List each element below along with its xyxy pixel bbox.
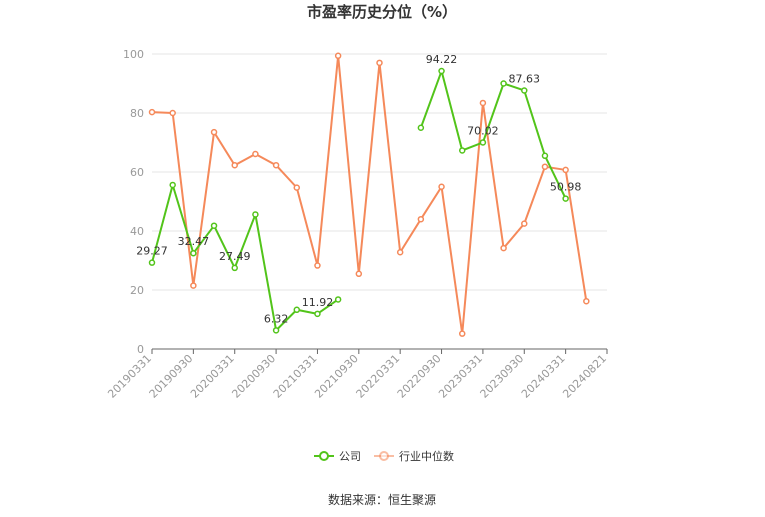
data-point: [314, 262, 321, 269]
data-point: [500, 80, 507, 87]
data-label: 27.49: [219, 250, 251, 263]
data-point: [272, 327, 280, 334]
data-point: [521, 87, 528, 94]
data-label: 70.02: [467, 124, 499, 137]
series-line-company: [151, 70, 567, 332]
y-tick-label: 100: [123, 48, 144, 61]
data-point: [231, 264, 238, 272]
data-point: [334, 296, 342, 303]
data-point: [438, 183, 445, 190]
data-point: [458, 330, 466, 337]
x-tick-label: 20240331: [519, 352, 568, 401]
x-tick-label: 20200930: [229, 352, 278, 401]
chart-title: 市盈率历史分位（%）: [307, 3, 457, 21]
data-point: [458, 147, 466, 154]
data-point: [190, 249, 197, 257]
data-point: [376, 59, 383, 67]
data-label: 94.22: [426, 53, 458, 66]
series-line-industry-median: [151, 54, 588, 335]
data-point: [169, 181, 176, 189]
series-layer: [148, 52, 590, 337]
data-label: 6.32: [264, 312, 289, 325]
x-tick-label: 20240821: [560, 352, 609, 401]
y-tick-label: 0: [137, 343, 144, 356]
data-point: [417, 124, 425, 131]
data-point: [396, 248, 404, 256]
x-tick-label: 20190930: [147, 352, 196, 401]
data-point: [583, 297, 590, 305]
data-point: [541, 152, 549, 160]
legend-marker: [379, 451, 389, 461]
data-point: [148, 259, 156, 266]
y-tick-label: 60: [130, 166, 144, 179]
data-point: [210, 128, 218, 136]
data-label: 32.47: [178, 235, 210, 248]
legend-label: 公司: [339, 450, 361, 463]
axes: 0 20 40 60 80 100 2019033120190930202003312020…: [105, 48, 609, 401]
data-label: 11.92: [302, 296, 334, 309]
data-point: [541, 163, 549, 170]
data-point: [334, 52, 342, 60]
data-point: [500, 244, 507, 252]
data-point: [169, 109, 176, 117]
data-point: [210, 222, 218, 229]
x-tick-label: 20200331: [188, 352, 237, 401]
x-tick-label: 20210331: [271, 352, 320, 401]
source-text: 数据来源：恒生聚源: [328, 492, 436, 507]
x-tick-label: 20220930: [395, 352, 444, 401]
x-tick-label: 20230331: [436, 352, 485, 401]
data-point: [190, 282, 197, 289]
legend-label: 行业中位数: [399, 449, 454, 463]
legend-marker: [319, 451, 329, 461]
data-label: 50.98: [550, 181, 582, 194]
data-point: [438, 67, 445, 75]
x-tick-label: 20230930: [478, 352, 527, 401]
data-point: [293, 306, 301, 314]
legend[interactable]: 公司 行业中位数: [314, 449, 454, 463]
y-tick-label: 40: [130, 225, 144, 238]
x-tick-label: 20220331: [354, 352, 403, 401]
y-tick-label: 80: [130, 107, 144, 120]
data-point: [479, 139, 487, 146]
x-tick-label: 20190331: [105, 352, 154, 401]
data-label: 29.27: [136, 245, 168, 258]
data-point: [479, 99, 487, 107]
legend-item[interactable]: 公司: [314, 450, 361, 463]
legend-item[interactable]: 行业中位数: [374, 449, 454, 463]
data-point: [231, 161, 238, 169]
y-tick-label: 20: [130, 284, 144, 297]
data-point: [252, 150, 259, 158]
data-point: [562, 195, 569, 202]
data-labels: 29.27 32.47 27.49 6.32 11.92 94.22 70.02 87.63 5…: [136, 53, 581, 325]
data-point: [272, 161, 280, 169]
x-tick-label: 20210930: [312, 352, 361, 401]
data-point: [417, 215, 425, 223]
data-point: [293, 184, 301, 191]
data-point: [314, 310, 321, 318]
data-point: [562, 166, 569, 174]
data-label: 87.63: [509, 72, 541, 85]
data-point: [355, 270, 363, 278]
data-point: [252, 211, 259, 218]
data-point: [148, 108, 156, 116]
data-point: [521, 220, 528, 227]
